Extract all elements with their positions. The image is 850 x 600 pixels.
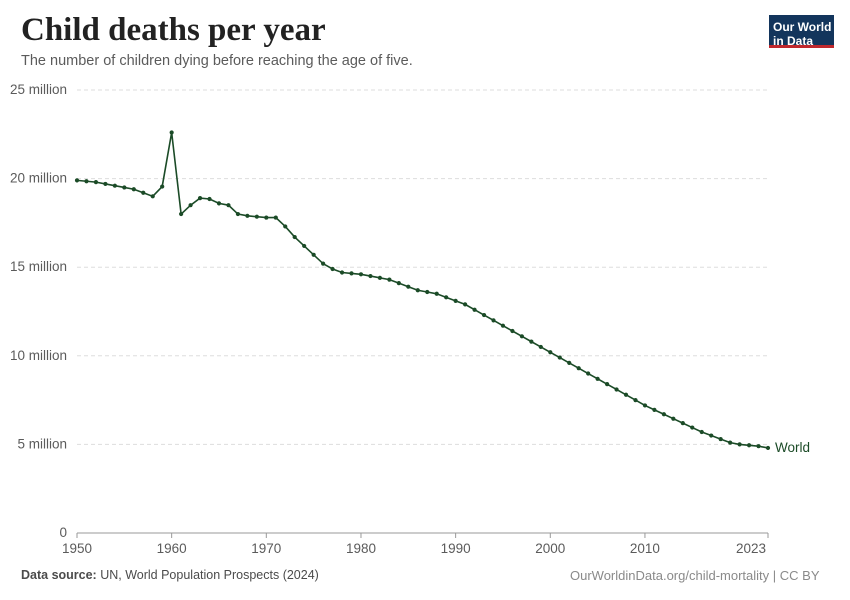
- svg-text:2010: 2010: [630, 541, 660, 556]
- svg-text:25 million: 25 million: [10, 82, 67, 97]
- svg-text:1970: 1970: [251, 541, 281, 556]
- svg-text:2000: 2000: [535, 541, 565, 556]
- svg-text:1950: 1950: [62, 541, 92, 556]
- svg-text:2023: 2023: [736, 541, 766, 556]
- svg-text:10 million: 10 million: [10, 348, 67, 363]
- svg-text:0: 0: [59, 525, 67, 540]
- svg-text:1980: 1980: [346, 541, 376, 556]
- svg-text:1960: 1960: [157, 541, 187, 556]
- svg-text:1990: 1990: [441, 541, 471, 556]
- svg-text:15 million: 15 million: [10, 259, 67, 274]
- svg-text:20 million: 20 million: [10, 171, 67, 186]
- svg-text:World: World: [775, 440, 810, 455]
- svg-text:5 million: 5 million: [17, 436, 67, 451]
